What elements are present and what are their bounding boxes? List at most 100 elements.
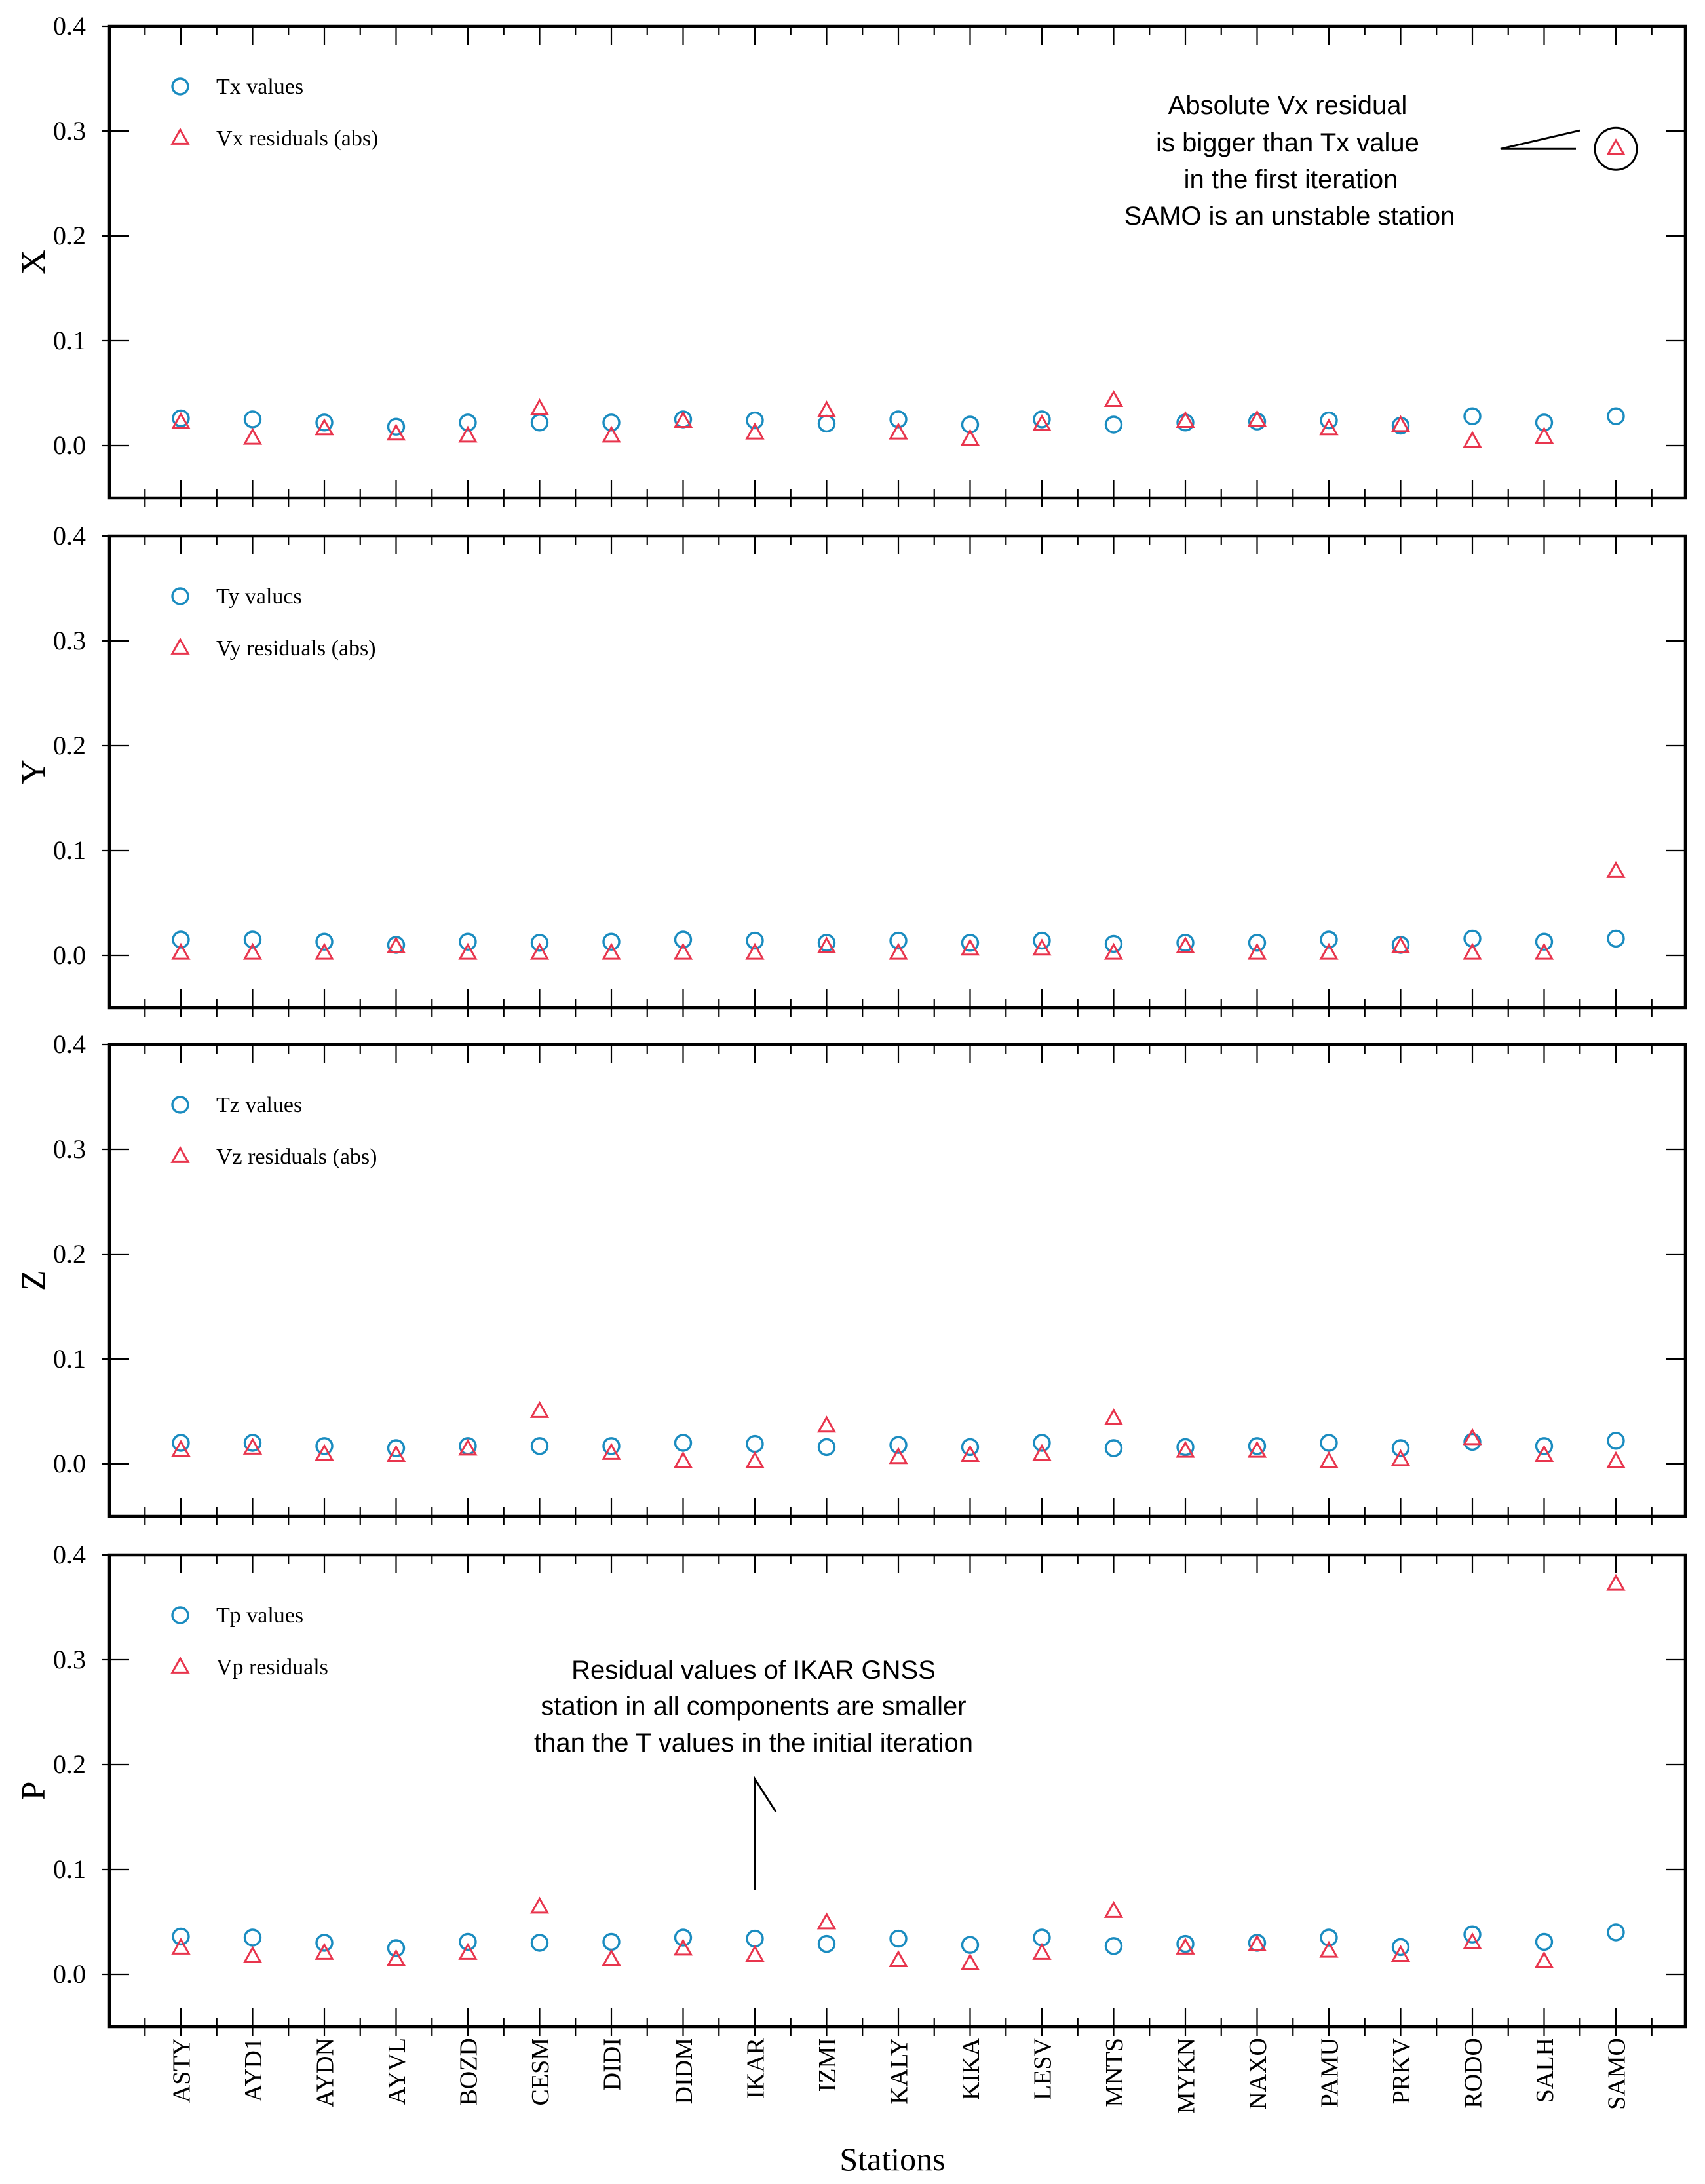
point-t-didi [602,932,621,951]
point-v-ayvl [386,1949,406,1966]
y-tick-label: 0.3 [53,1134,86,1164]
station-label-naxo: NAXO [1244,2038,1272,2110]
y-axis-title: P [15,1782,52,1801]
point-v-didm [673,1451,693,1468]
point-v-aydn [315,1444,334,1461]
point-t-mykn [1176,934,1195,952]
y-tick-label: 0.3 [53,1645,86,1674]
point-v-asty [171,412,191,429]
point-v-kika [960,1953,980,1970]
point-v-bozd [458,425,478,443]
y-axis-title: X [15,250,52,275]
x-axis-title: Stations [839,2141,945,2177]
point-t-ikar [746,1929,764,1948]
point-t-naxo [1248,1437,1267,1455]
point-v-mnts [1103,1900,1124,1918]
point-v-mykn [1176,936,1195,954]
point-t-mnts [1104,1439,1123,1457]
point-t-cesm [530,934,549,952]
point-v-ayvl [386,936,406,954]
annotation-text-line: station in all components are smaller [541,1692,966,1721]
point-v-cesm [529,1400,550,1418]
point-t-asty [172,930,190,949]
point-t-samo [1607,929,1625,948]
point-t-aydn [315,1437,334,1455]
station-label-cesm: CESM [527,2038,554,2105]
station-label-kaly: KALY [885,2038,913,2105]
point-v-ayd1 [242,942,263,960]
station-label-izmi: IZMI [814,2038,841,2092]
point-v-ikar [745,1945,765,1963]
point-t-kaly [889,1929,908,1948]
point-v-samo [1606,138,1626,156]
point-v-naxo [1247,942,1267,960]
point-v-bozd [458,1942,478,1960]
station-label-kika: KIKA [957,2037,985,2100]
point-v-izmi [816,400,837,418]
annotation-text-line: SAMO is an unstable station [1124,202,1455,231]
point-v-izmi [816,936,837,954]
point-t-samo [1607,1432,1625,1450]
station-label-prkv: PRKV [1388,2037,1415,2104]
point-v-samo [1606,1451,1626,1468]
point-v-pamu [1319,1451,1339,1468]
legend-circle-marker [171,1096,189,1114]
point-v-kika [960,1445,980,1463]
point-t-ayd1 [243,1434,262,1452]
station-label-ikar: IKAR [742,2037,769,2099]
point-v-mykn [1176,1440,1195,1458]
legend-label-t: Tx values [216,75,303,99]
point-t-kika [961,1936,980,1954]
y-tick-label: 0.0 [53,1449,86,1478]
point-v-kaly [889,1950,908,1968]
point-v-lesv [1032,1942,1052,1960]
point-t-didi [602,413,621,432]
panel-frame [107,534,1687,1010]
panel-p: 0.0 0.1 0.2 0.3 0.4 P Tp values Vp residuals Res… [15,1540,1687,2036]
y-tick-label: 0.1 [53,326,86,355]
point-t-cesm [530,413,549,432]
point-t-izmi [817,414,836,433]
point-v-naxo [1247,410,1267,427]
y-axis-title: Y [15,759,52,784]
point-v-didi [602,942,621,960]
y-tick-label: 0.0 [53,940,86,970]
point-v-asty [171,1440,191,1457]
point-v-didm [673,942,693,960]
point-t-didi [602,1932,621,1951]
point-v-kaly [889,942,908,960]
station-label-bozd: BOZD [455,2038,482,2105]
point-t-mnts [1104,934,1123,953]
station-label-salh: SALH [1531,2038,1559,2103]
station-label-pamu: PAMU [1316,2038,1343,2107]
point-t-didm [674,930,693,949]
point-t-prkv [1391,1938,1410,1957]
point-t-ayd1 [243,930,262,949]
point-t-lesv [1033,931,1051,950]
point-v-didm [673,411,693,429]
point-v-pamu [1319,1940,1339,1958]
y-tick-label: 0.0 [53,431,86,460]
station-label-lesv: LESV [1029,2037,1056,2100]
point-t-ayd1 [243,410,262,429]
legend-label-t: Ty valucs [216,584,302,609]
panels-group: 0.0 0.1 0.2 0.3 0.4 X Tx values Vx residuals (a… [15,11,1687,2036]
point-v-aydn [315,942,334,960]
point-v-ayd1 [242,1945,263,1963]
point-v-pamu [1319,418,1339,436]
point-v-lesv [1032,413,1052,431]
point-v-mykn [1176,1937,1195,1955]
point-v-cesm [529,398,550,415]
station-label-mnts: MNTS [1101,2038,1128,2107]
point-v-cesm [529,1896,550,1914]
point-t-rodo [1463,407,1482,425]
panel-z: 0.0 0.1 0.2 0.3 0.4 Z Tz values Vz residuals (a… [15,1029,1687,1525]
point-v-mnts [1103,942,1124,960]
y-axis-title: Z [15,1270,52,1291]
point-v-mnts [1103,390,1124,408]
point-t-salh [1535,932,1554,951]
annotation-text-line: Residual values of IKAR GNSS [571,1656,936,1685]
point-t-ikar [746,411,764,430]
point-t-ayvl [387,1439,406,1457]
point-v-salh [1534,942,1554,960]
